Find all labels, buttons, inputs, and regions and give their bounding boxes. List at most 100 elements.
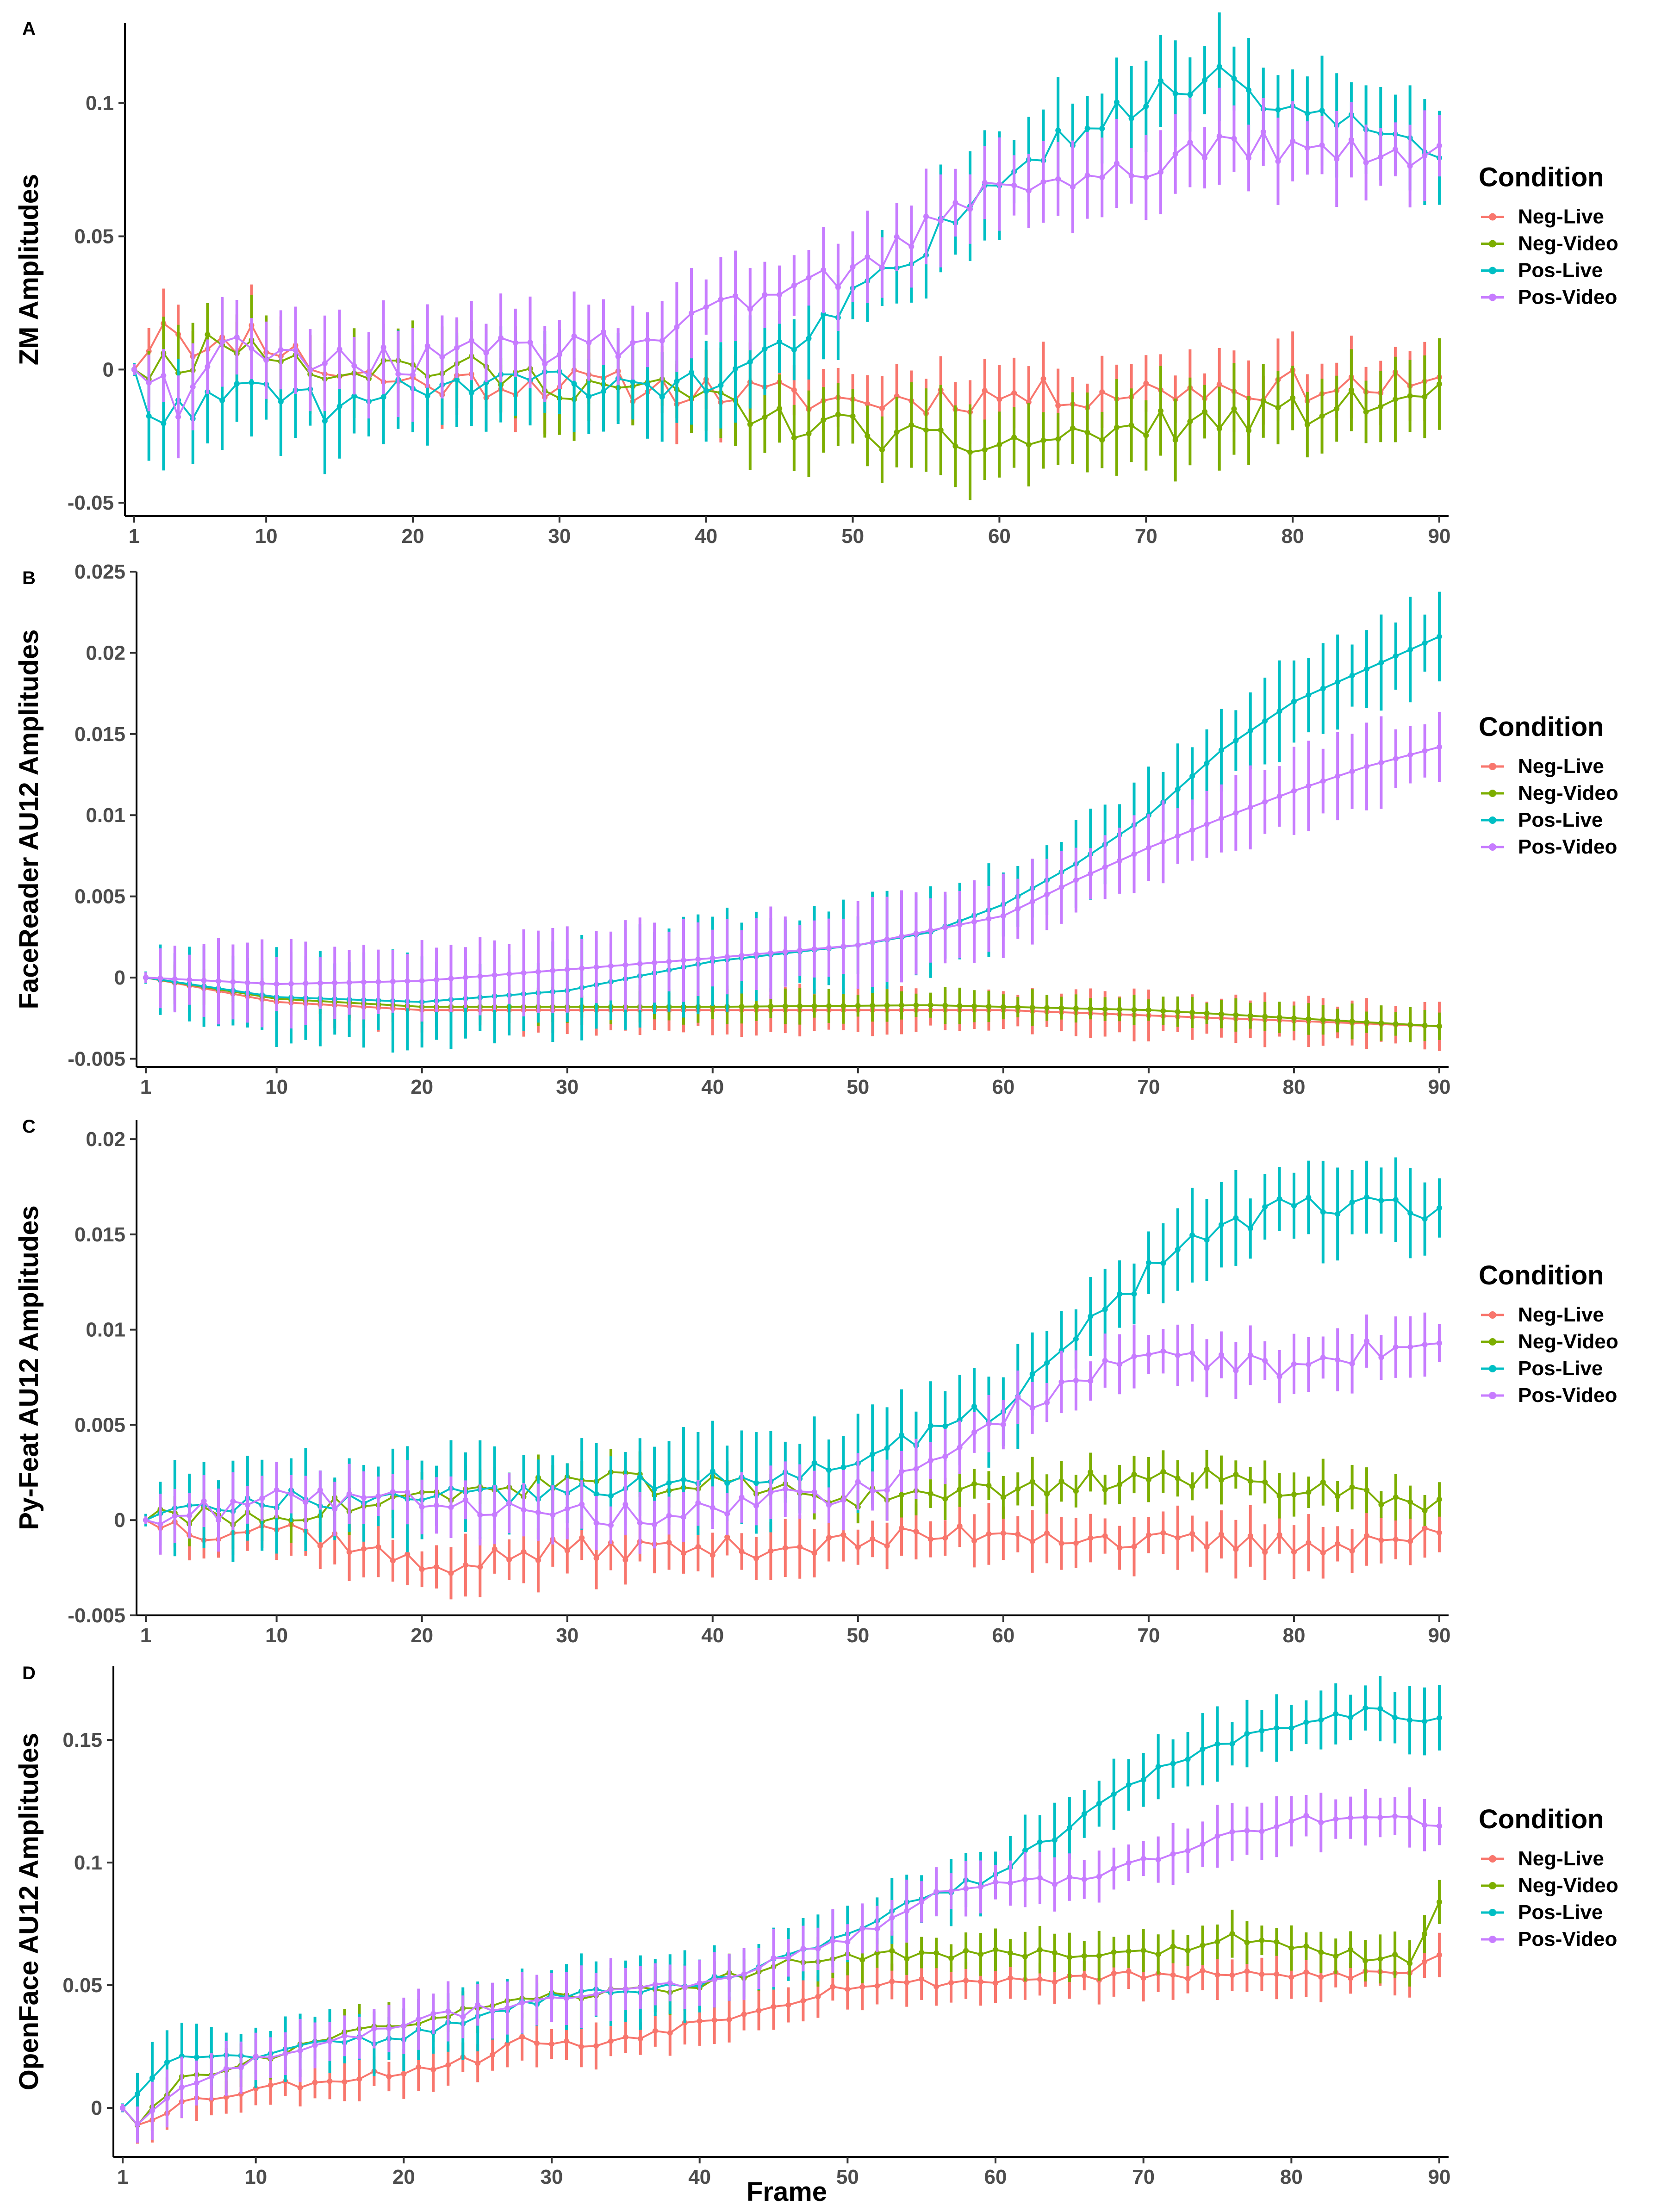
legend-key-dot xyxy=(1489,1909,1496,1916)
data-point xyxy=(1229,1972,1235,1978)
data-point xyxy=(1262,718,1268,724)
data-point xyxy=(1160,1348,1166,1354)
data-point xyxy=(913,1002,919,1008)
data-point xyxy=(739,1548,745,1554)
data-point xyxy=(1131,1291,1137,1297)
data-point xyxy=(1288,1725,1294,1731)
data-point xyxy=(1189,1350,1195,1356)
legend: Condition Neg-Live Neg-Video Pos-Live Pos-Vi… xyxy=(1479,712,1618,858)
data-point xyxy=(434,1564,440,1570)
x-tick-label: 50 xyxy=(846,1624,869,1647)
data-point xyxy=(1303,1969,1309,1975)
data-point xyxy=(164,2059,170,2065)
data-point xyxy=(1189,1232,1195,1238)
data-point xyxy=(1058,1005,1064,1011)
data-point xyxy=(884,1003,890,1009)
data-point xyxy=(791,435,797,441)
data-point xyxy=(346,1491,352,1497)
data-point xyxy=(361,979,367,985)
data-point xyxy=(1259,1828,1265,1834)
data-point xyxy=(571,381,577,387)
y-tick-label: 0 xyxy=(114,1509,125,1532)
data-point xyxy=(1145,845,1151,851)
data-point xyxy=(307,367,313,373)
x-tick-label: 20 xyxy=(392,2166,415,2188)
data-point xyxy=(303,1499,309,1505)
data-point xyxy=(317,1487,323,1493)
data-point xyxy=(1015,1004,1021,1010)
data-point xyxy=(1200,1968,1206,1974)
data-point xyxy=(1218,816,1224,822)
data-point xyxy=(1022,1876,1028,1882)
data-point xyxy=(622,1557,628,1563)
data-point xyxy=(579,966,585,972)
data-point xyxy=(1259,1971,1265,1977)
data-point xyxy=(556,351,562,357)
panel-C: C -0.005 0 0.005 0.01 0.015 0.02 1 10 20 30 40 50 60 7… xyxy=(14,1116,1618,1647)
data-point xyxy=(791,387,797,393)
data-point xyxy=(263,357,269,363)
data-point xyxy=(724,1480,730,1486)
data-point xyxy=(201,1498,207,1504)
data-point xyxy=(777,339,783,345)
data-point xyxy=(1088,1006,1094,1012)
data-point xyxy=(519,2034,525,2040)
data-point xyxy=(659,394,665,400)
data-point xyxy=(806,430,812,436)
data-point xyxy=(351,363,357,369)
legend-key-dot xyxy=(1489,240,1496,248)
data-point xyxy=(739,1003,745,1009)
series-line xyxy=(145,1468,1440,1526)
data-point xyxy=(652,1486,658,1492)
data-point xyxy=(1262,1014,1268,1020)
data-point xyxy=(709,955,716,961)
data-point xyxy=(1320,1017,1326,1023)
data-point xyxy=(667,1980,673,1986)
data-point xyxy=(747,421,753,427)
data-point xyxy=(521,970,527,976)
data-point xyxy=(1334,156,1340,162)
data-point xyxy=(971,919,977,925)
data-point xyxy=(1247,1533,1253,1539)
data-point xyxy=(1363,1533,1369,1539)
data-point xyxy=(506,1500,512,1506)
data-point xyxy=(993,1980,999,1986)
data-point xyxy=(996,181,1002,187)
data-point xyxy=(756,1965,762,1971)
data-point xyxy=(927,1458,933,1464)
data-point xyxy=(733,293,739,299)
data-point xyxy=(1349,1548,1355,1554)
data-point xyxy=(1175,786,1181,792)
data-point xyxy=(1111,1791,1117,1797)
data-point xyxy=(327,2078,333,2084)
x-tick-label: 1 xyxy=(140,1624,151,1647)
data-point xyxy=(161,420,167,426)
data-point xyxy=(782,1003,788,1009)
data-point xyxy=(578,2044,584,2050)
data-point xyxy=(1026,188,1032,194)
x-tick-label: 1 xyxy=(129,525,140,548)
data-point xyxy=(840,1003,846,1009)
data-point xyxy=(1318,1949,1324,1955)
data-point xyxy=(1393,653,1399,659)
data-point xyxy=(521,1549,527,1555)
data-point xyxy=(1392,1813,1398,1819)
legend-label: Pos-Live xyxy=(1518,1901,1603,1924)
data-point xyxy=(771,2004,777,2010)
data-point xyxy=(870,1536,876,1542)
data-point xyxy=(695,956,701,962)
legend-label: Neg-Live xyxy=(1518,1303,1604,1326)
data-point xyxy=(550,1512,556,1518)
data-point xyxy=(490,2052,496,2058)
x-tick-label: 90 xyxy=(1428,1076,1451,1098)
data-point xyxy=(927,1536,933,1542)
data-point xyxy=(899,1432,905,1438)
data-point xyxy=(680,957,686,963)
data-point xyxy=(419,1504,425,1510)
data-point xyxy=(586,393,592,399)
x-tick-label: 30 xyxy=(556,1076,579,1098)
legend-key-dot xyxy=(1489,267,1496,274)
data-point xyxy=(806,336,812,342)
data-point xyxy=(840,1464,846,1471)
data-point xyxy=(1117,1361,1123,1367)
